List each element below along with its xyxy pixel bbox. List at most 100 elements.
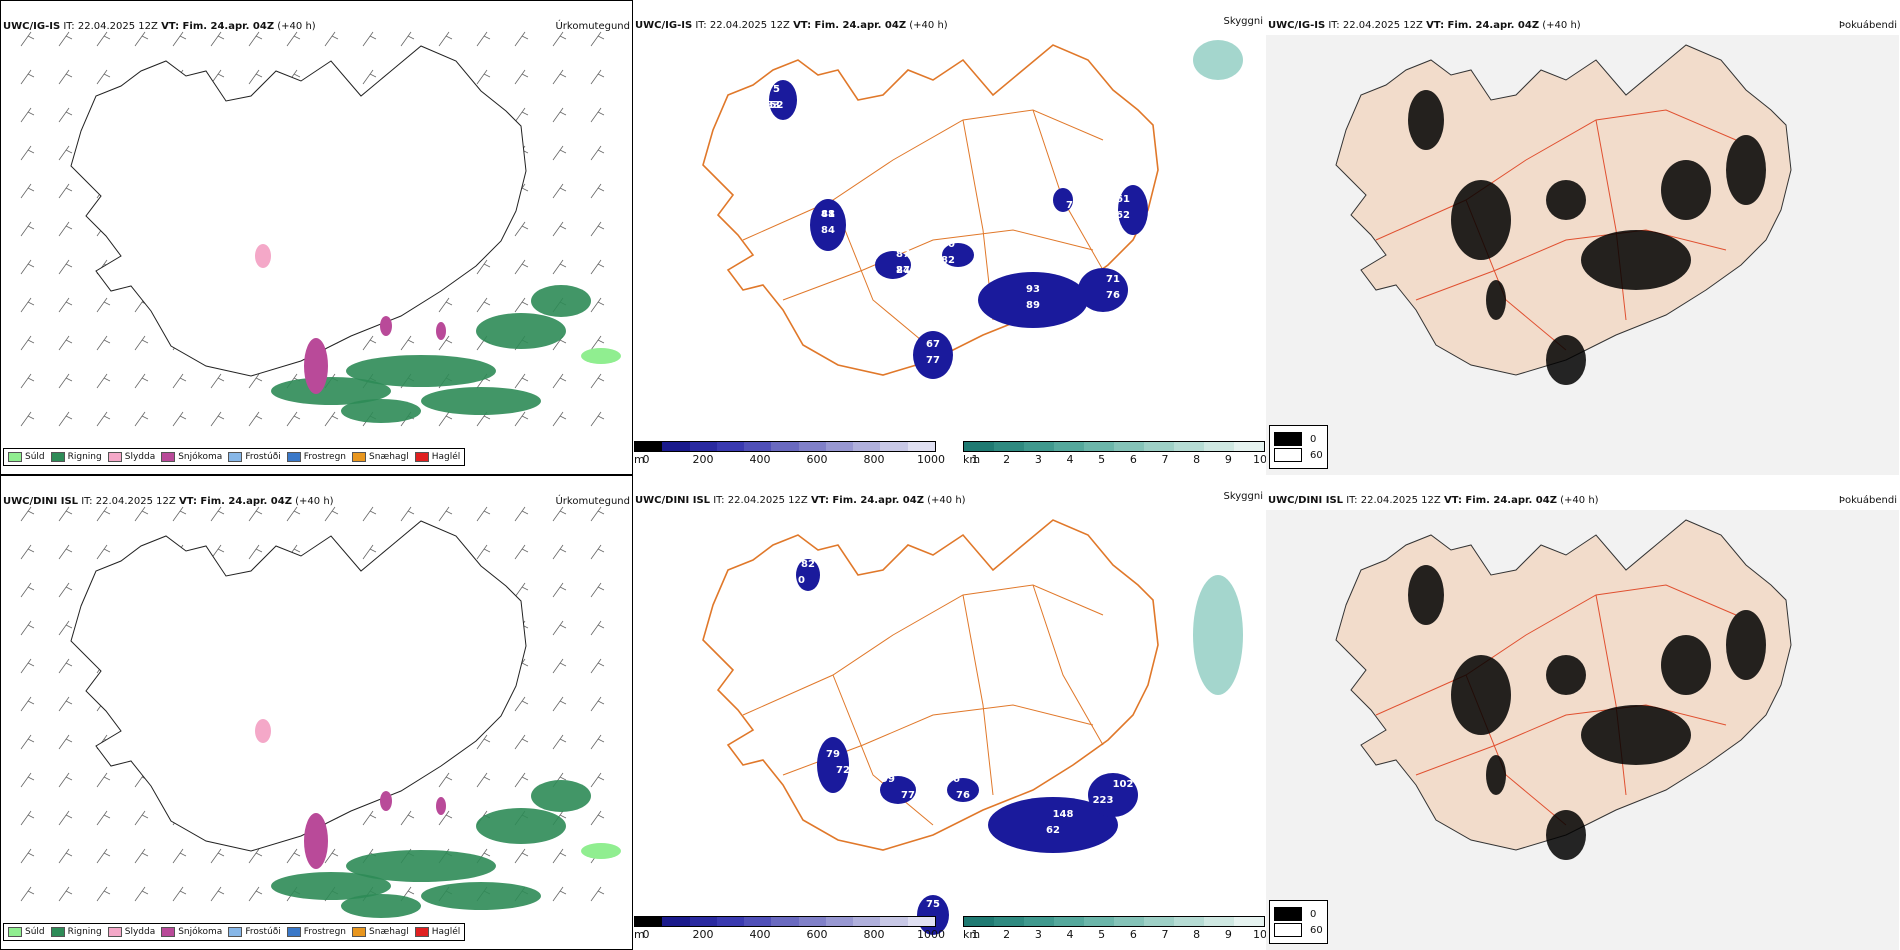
wind-barb bbox=[552, 544, 567, 560]
wind-barb bbox=[20, 335, 35, 351]
panel-title: UWC/IG-IS IT: 22.04.2025 12Z VT: Fim. 24… bbox=[1268, 20, 1581, 31]
iceland-outline bbox=[702, 519, 1159, 851]
wind-barb bbox=[20, 544, 35, 560]
wind-barb bbox=[20, 734, 35, 750]
visibility-panel-row1[interactable]: UWC/IG-IS IT: 22.04.2025 12Z VT: Fim. 24… bbox=[633, 0, 1266, 475]
wind-barb bbox=[134, 810, 149, 826]
wind-barb bbox=[438, 411, 453, 427]
wind-barb bbox=[552, 696, 567, 712]
wind-barb bbox=[476, 69, 491, 85]
rain-area bbox=[531, 780, 591, 812]
fog-map bbox=[1266, 35, 1899, 475]
road-line bbox=[742, 584, 1104, 716]
wind-barb bbox=[58, 31, 73, 47]
fog-area bbox=[1408, 90, 1444, 150]
legend-label: Slydda bbox=[124, 927, 156, 937]
wind-barb bbox=[438, 297, 453, 313]
precip-panel-row2[interactable]: UWC/DINI ISL IT: 22.04.2025 12Z VT: Fim.… bbox=[0, 475, 633, 950]
wind-barb bbox=[248, 886, 263, 902]
wind-barb bbox=[476, 544, 491, 560]
legend-item: Frostúði bbox=[228, 452, 281, 462]
low-visibility-area bbox=[796, 559, 820, 591]
snow-area bbox=[436, 322, 446, 340]
visibility-value: 87 bbox=[896, 249, 910, 260]
wind-barb bbox=[58, 506, 73, 522]
wind-barb bbox=[58, 221, 73, 237]
wind-barb bbox=[248, 411, 263, 427]
colorbar-m: m 0 200 400 600 800 1000 bbox=[634, 441, 945, 471]
rain-area bbox=[341, 894, 421, 918]
precip-panel-row1[interactable]: UWC/IG-IS IT: 22.04.2025 12Z VT: Fim. 24… bbox=[0, 0, 633, 475]
wind-barb bbox=[58, 810, 73, 826]
legend-swatch bbox=[414, 452, 429, 462]
fog-area bbox=[1546, 335, 1586, 385]
wind-barb bbox=[134, 886, 149, 902]
fog-panel-row2[interactable]: UWC/DINI ISL IT: 22.04.2025 12Z VT: Fim.… bbox=[1266, 475, 1899, 950]
road-line bbox=[1595, 119, 1627, 321]
sleet-area bbox=[255, 719, 271, 743]
visibility-value: 93 bbox=[1026, 284, 1040, 295]
snow-area bbox=[380, 316, 392, 336]
legend-item: Rigning bbox=[50, 452, 102, 462]
colorbar-m: m 0 200 400 600 800 1000 bbox=[634, 916, 945, 946]
visibility-panel-row2[interactable]: UWC/DINI ISL IT: 22.04.2025 12Z VT: Fim.… bbox=[633, 475, 1266, 950]
road-line bbox=[1032, 584, 1104, 746]
legend-label: Snæhagl bbox=[369, 452, 409, 462]
legend-swatch bbox=[107, 452, 122, 462]
wind-barb bbox=[590, 107, 605, 123]
visibility-value: 62 bbox=[1046, 825, 1060, 836]
fog-panel-row1[interactable]: UWC/IG-IS IT: 22.04.2025 12Z VT: Fim. 24… bbox=[1266, 0, 1899, 475]
low-visibility-area bbox=[875, 251, 911, 279]
fog-index-title: Þokuábendi bbox=[1838, 20, 1897, 31]
wind-barb bbox=[552, 582, 567, 598]
legend-label: Slydda bbox=[124, 452, 156, 462]
panel-title: UWC/IG-IS IT: 22.04.2025 12Z VT: Fim. 24… bbox=[3, 21, 316, 32]
rain-area bbox=[421, 387, 541, 415]
wind-barb bbox=[20, 31, 35, 47]
wind-barb bbox=[552, 411, 567, 427]
legend-swatch bbox=[414, 927, 429, 937]
colorbar-tick: 5 bbox=[1098, 453, 1106, 466]
wind-barb bbox=[210, 31, 225, 47]
wind-barb bbox=[552, 734, 567, 750]
precip-map bbox=[20, 506, 621, 918]
legend-item: Frostregn bbox=[286, 452, 346, 462]
rain-area bbox=[271, 377, 391, 405]
wind-barb bbox=[58, 696, 73, 712]
wind-barb bbox=[514, 411, 529, 427]
visibility-value: 84 bbox=[896, 265, 910, 276]
wind-barb bbox=[476, 297, 491, 313]
colorbar-unit: km bbox=[963, 453, 981, 466]
iceland-outline bbox=[70, 520, 527, 852]
wind-barb bbox=[590, 810, 605, 826]
colorbar-unit: km bbox=[963, 928, 981, 941]
visibility-value: 67 bbox=[926, 339, 940, 350]
legend-item: Snjókoma bbox=[161, 927, 222, 937]
wind-barb bbox=[20, 145, 35, 161]
legend-swatch bbox=[107, 927, 122, 937]
low-visibility-area bbox=[1078, 268, 1128, 312]
wind-barb bbox=[172, 31, 187, 47]
wind-barb bbox=[58, 886, 73, 902]
wind-barb bbox=[476, 734, 491, 750]
rain-area bbox=[346, 850, 496, 882]
wind-barb bbox=[96, 886, 111, 902]
wind-barb bbox=[590, 31, 605, 47]
wind-barb bbox=[58, 297, 73, 313]
low-visibility-area bbox=[880, 776, 916, 804]
visibility-title: Skyggni bbox=[1223, 491, 1263, 502]
sleet-area bbox=[255, 244, 271, 268]
iceland-outline bbox=[70, 45, 527, 377]
wind-barb bbox=[58, 145, 73, 161]
legend-label: Haglél bbox=[431, 927, 461, 937]
visibility-value: 82 bbox=[941, 255, 955, 266]
wind-barb bbox=[248, 373, 263, 389]
visibility-value: 252 bbox=[763, 100, 784, 111]
wind-barb bbox=[96, 411, 111, 427]
legend-label: Rigning bbox=[67, 927, 102, 937]
wind-barb bbox=[590, 620, 605, 636]
colorbar-tick: 0 bbox=[642, 453, 650, 466]
fog-area bbox=[1726, 135, 1766, 205]
low-visibility-area bbox=[978, 272, 1088, 328]
wind-barb bbox=[590, 183, 605, 199]
